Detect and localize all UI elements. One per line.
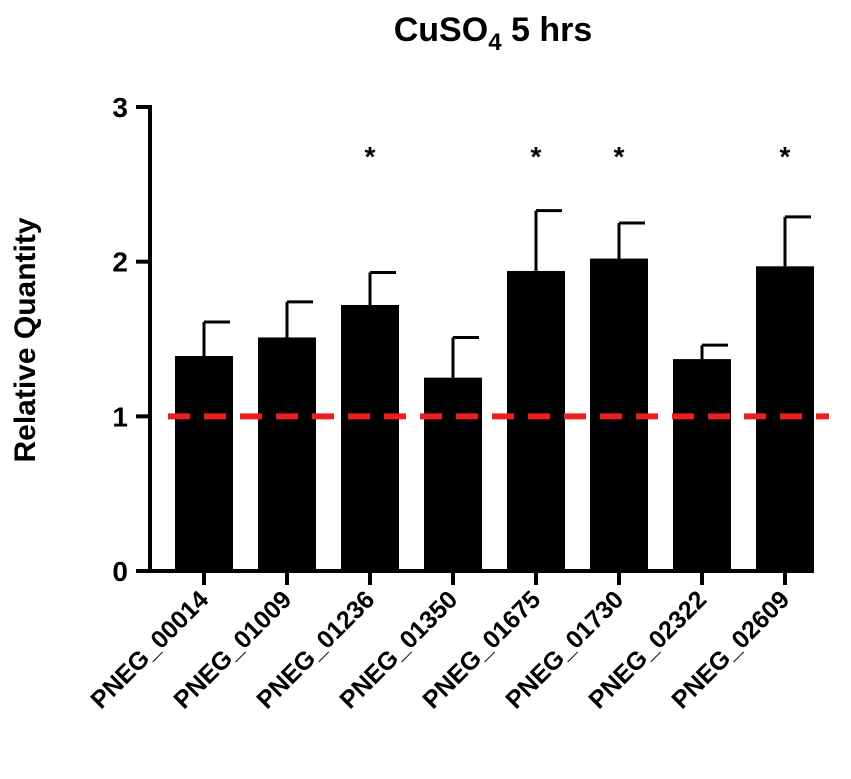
significance-marker: * <box>614 141 625 172</box>
error-bars <box>202 209 811 378</box>
y-tick-label: 0 <box>112 556 128 587</box>
significance-marker: * <box>780 141 791 172</box>
x-axis <box>148 569 814 585</box>
bar <box>175 356 233 571</box>
chart-title-subscript: 4 <box>488 29 502 56</box>
category-labels: PNEG_00014PNEG_01009PNEG_01236PNEG_01350… <box>85 585 795 714</box>
y-tick-label: 2 <box>112 247 128 278</box>
bar <box>341 304 399 571</box>
bar <box>258 337 316 571</box>
chart-title: CuSO4 5 hrs <box>394 11 593 56</box>
y-tick-label: 3 <box>112 92 128 123</box>
y-tick-label: 1 <box>112 401 128 432</box>
bar <box>424 377 482 571</box>
bar <box>507 270 565 571</box>
y-axis-label: Relative Quantity <box>9 217 42 462</box>
chart-title-suffix: 5 hrs <box>502 11 593 49</box>
significance-marker: * <box>531 141 542 172</box>
bar <box>673 359 731 571</box>
significance-marker: * <box>365 141 376 172</box>
y-axis: 0 1 2 3 <box>112 92 152 587</box>
chart-title-main: CuSO <box>394 11 488 49</box>
significance-markers: * * * * <box>365 141 791 172</box>
